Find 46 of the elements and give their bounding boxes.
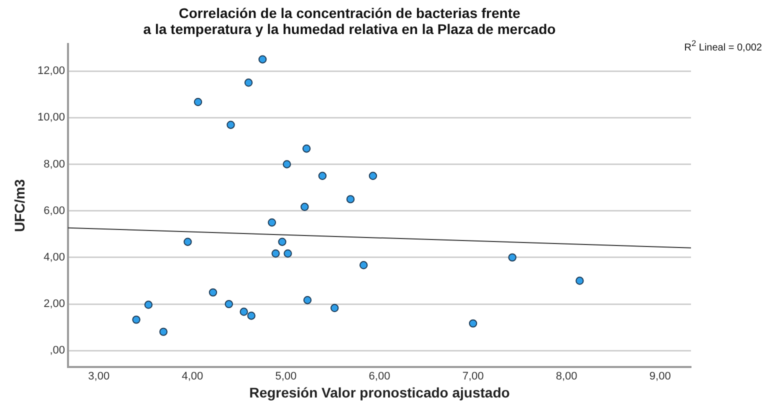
point [330,304,339,312]
point [318,172,327,180]
point [468,319,478,328]
point [278,238,286,246]
annotation: R$^{2}$ Lineal = 0,002 [684,38,762,54]
y-tick-label: 2,00 [44,298,65,310]
point [268,218,276,227]
point [247,312,256,320]
point [226,120,235,129]
point [184,238,192,246]
x-axis-title: Regresión Valor pronosticado ajustado [249,384,510,400]
point [224,300,233,308]
point [208,288,218,297]
point [159,328,168,336]
point [258,55,267,64]
point [360,261,368,270]
x-tick-label: 9,00 [649,370,671,383]
y-tick-label: ,00 [50,344,65,357]
x-tick-label: 7,00 [462,370,484,383]
y-tick-label: 10,00 [37,112,65,124]
point [284,249,292,258]
x-tick-label: 3,00 [88,370,110,383]
point [282,160,291,168]
point [240,308,248,316]
point [368,172,378,180]
y-axis-title: UFC/m3 [11,178,28,232]
point [508,253,516,262]
point [272,249,280,258]
x-tick-label: 4,00 [182,370,204,383]
y-tick-label: 12,00 [37,65,65,78]
point [300,202,309,211]
point [132,316,140,324]
point [303,296,312,304]
y-tick-label: 6,00 [44,204,65,217]
x-tick-label: 8,00 [556,370,578,383]
chart-title: Correlación de la concentración de bacterias frente a la temperatura y la humedad relativa en la Plaza de mercado [143,4,556,38]
point [144,300,153,309]
point [576,276,584,285]
x-tick-label: 5,00 [275,370,297,383]
point [346,195,355,204]
y-tick-label: 8,00 [44,158,65,170]
x-tick-label: 6,00 [368,370,390,383]
point [244,78,253,87]
y-tick-label: 4,00 [44,251,65,264]
point [302,144,311,153]
point [194,98,202,106]
